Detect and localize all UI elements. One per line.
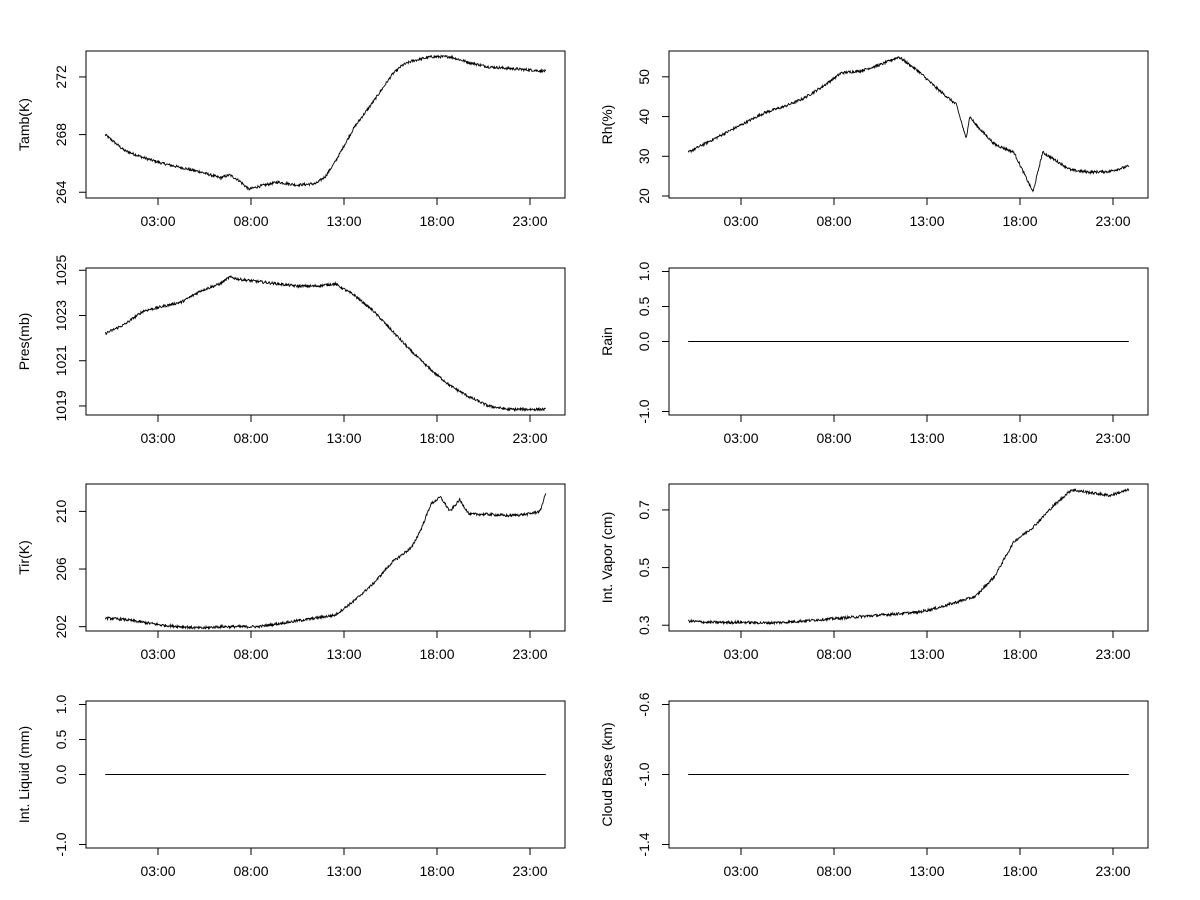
x-tick-label: 03:00: [140, 430, 175, 446]
x-tick-label: 18:00: [1002, 213, 1037, 229]
y-tick-label: 210: [53, 499, 69, 523]
x-tick-label: 03:00: [140, 646, 175, 662]
x-tick-label: 03:00: [723, 863, 758, 879]
y-axis-label: Rh(%): [599, 105, 615, 145]
x-tick-label: 08:00: [816, 646, 851, 662]
x-tick-label: 08:00: [816, 863, 851, 879]
y-tick-label: 1023: [53, 300, 69, 331]
x-tick-label: 03:00: [140, 213, 175, 229]
x-tick-label: 23:00: [1095, 430, 1130, 446]
y-tick-label: 206: [53, 557, 69, 581]
panel-1: 03:00 08:00 13:00 18:00 23:00 264 268 272 Tamb(K…: [16, 50, 566, 229]
y-tick-label: 1025: [53, 254, 69, 285]
y-tick-label: 30: [636, 148, 652, 164]
panel-6: 03:00 08:00 13:00 18:00 23:00 0.3 0.5 0.7 Int. V…: [599, 483, 1149, 662]
x-tick-label: 23:00: [1095, 213, 1130, 229]
x-tick-label: 13:00: [326, 646, 361, 662]
x-tick-label: 13:00: [909, 863, 944, 879]
y-tick-label: 0.5: [636, 558, 652, 578]
plot-frame: [85, 50, 566, 199]
y-tick-label: -1.0: [636, 399, 652, 423]
panel-7: 03:00 08:00 13:00 18:00 23:00 -1.0 0.0 0.5 1.0 In…: [16, 695, 566, 879]
y-tick-label: 268: [53, 123, 69, 147]
series-line: [104, 493, 547, 631]
x-tick-label: 23:00: [512, 646, 547, 662]
y-tick-label: 1.0: [53, 695, 69, 715]
y-axis-label: Cloud Base (km): [599, 722, 615, 826]
x-tick-label: 23:00: [512, 863, 547, 879]
x-tick-label: 18:00: [419, 863, 454, 879]
x-tick-label: 18:00: [1002, 863, 1037, 879]
x-tick-label: 08:00: [233, 646, 268, 662]
series-line: [687, 487, 1130, 626]
x-tick-label: 13:00: [326, 430, 361, 446]
panel-5: 03:00 08:00 13:00 18:00 23:00 202 206 210 Tir(K): [16, 483, 566, 662]
x-tick-label: 18:00: [419, 430, 454, 446]
plot-frame: [668, 483, 1149, 632]
x-tick-label: 08:00: [233, 213, 268, 229]
x-tick-label: 23:00: [1095, 646, 1130, 662]
panel-8: 03:00 08:00 13:00 18:00 23:00 -1.4 -1.0 -0.6 Clo…: [599, 692, 1149, 879]
series-line: [687, 56, 1130, 193]
y-tick-label: -1.4: [636, 832, 652, 856]
y-tick-label: 0.5: [636, 297, 652, 317]
x-tick-label: 08:00: [816, 213, 851, 229]
y-tick-label: 40: [636, 109, 652, 125]
y-axis-label: Rain: [599, 327, 615, 356]
x-tick-label: 18:00: [419, 213, 454, 229]
x-tick-label: 13:00: [909, 646, 944, 662]
y-tick-label: 202: [53, 615, 69, 639]
x-tick-label: 18:00: [419, 646, 454, 662]
y-axis-label: Pres(mb): [16, 313, 32, 371]
plot-frame: [668, 50, 1149, 199]
x-tick-label: 23:00: [1095, 863, 1130, 879]
series-line: [104, 54, 547, 191]
y-tick-label: 0.0: [636, 332, 652, 352]
x-tick-label: 23:00: [512, 213, 547, 229]
y-tick-label: 1021: [53, 345, 69, 376]
x-tick-label: 08:00: [233, 430, 268, 446]
y-axis-label: Int. Liquid (mm): [16, 726, 32, 823]
plot-frame: [85, 483, 566, 632]
y-tick-label: 264: [53, 180, 69, 204]
x-tick-label: 13:00: [326, 863, 361, 879]
x-tick-label: 18:00: [1002, 430, 1037, 446]
panel-2: 03:00 08:00 13:00 18:00 23:00 20 30 40 50 Rh(%): [599, 50, 1149, 229]
x-tick-label: 13:00: [326, 213, 361, 229]
plot-frame: [85, 267, 566, 416]
series-line: [105, 275, 547, 413]
y-tick-label: -0.6: [636, 692, 652, 716]
y-tick-label: 50: [636, 69, 652, 85]
panel-3: 03:00 08:00 13:00 18:00 23:00 1019 1021 1023 102…: [16, 254, 566, 446]
x-tick-label: 08:00: [816, 430, 851, 446]
y-tick-label: -1.0: [53, 832, 69, 856]
panel-4: 03:00 08:00 13:00 18:00 23:00 -1.0 0.0 0.5 1.0 Ra…: [599, 262, 1149, 446]
y-tick-label: 0.3: [636, 615, 652, 635]
x-tick-label: 03:00: [140, 863, 175, 879]
y-tick-label: -1.0: [636, 762, 652, 786]
x-tick-label: 03:00: [723, 213, 758, 229]
y-axis-label: Tamb(K): [16, 98, 32, 151]
y-tick-label: 0.7: [636, 500, 652, 520]
y-tick-label: 0.0: [53, 765, 69, 785]
y-tick-label: 272: [53, 65, 69, 89]
y-axis-label: Tir(K): [16, 540, 32, 574]
x-tick-label: 03:00: [723, 430, 758, 446]
y-axis-label: Int. Vapor (cm): [599, 512, 615, 604]
x-tick-label: 03:00: [723, 646, 758, 662]
x-tick-label: 23:00: [512, 430, 547, 446]
x-tick-label: 18:00: [1002, 646, 1037, 662]
x-tick-label: 13:00: [909, 430, 944, 446]
x-tick-label: 08:00: [233, 863, 268, 879]
y-tick-label: 20: [636, 188, 652, 204]
y-tick-label: 1.0: [636, 262, 652, 282]
x-tick-label: 13:00: [909, 213, 944, 229]
y-tick-label: 1019: [53, 390, 69, 421]
y-tick-label: 0.5: [53, 730, 69, 750]
